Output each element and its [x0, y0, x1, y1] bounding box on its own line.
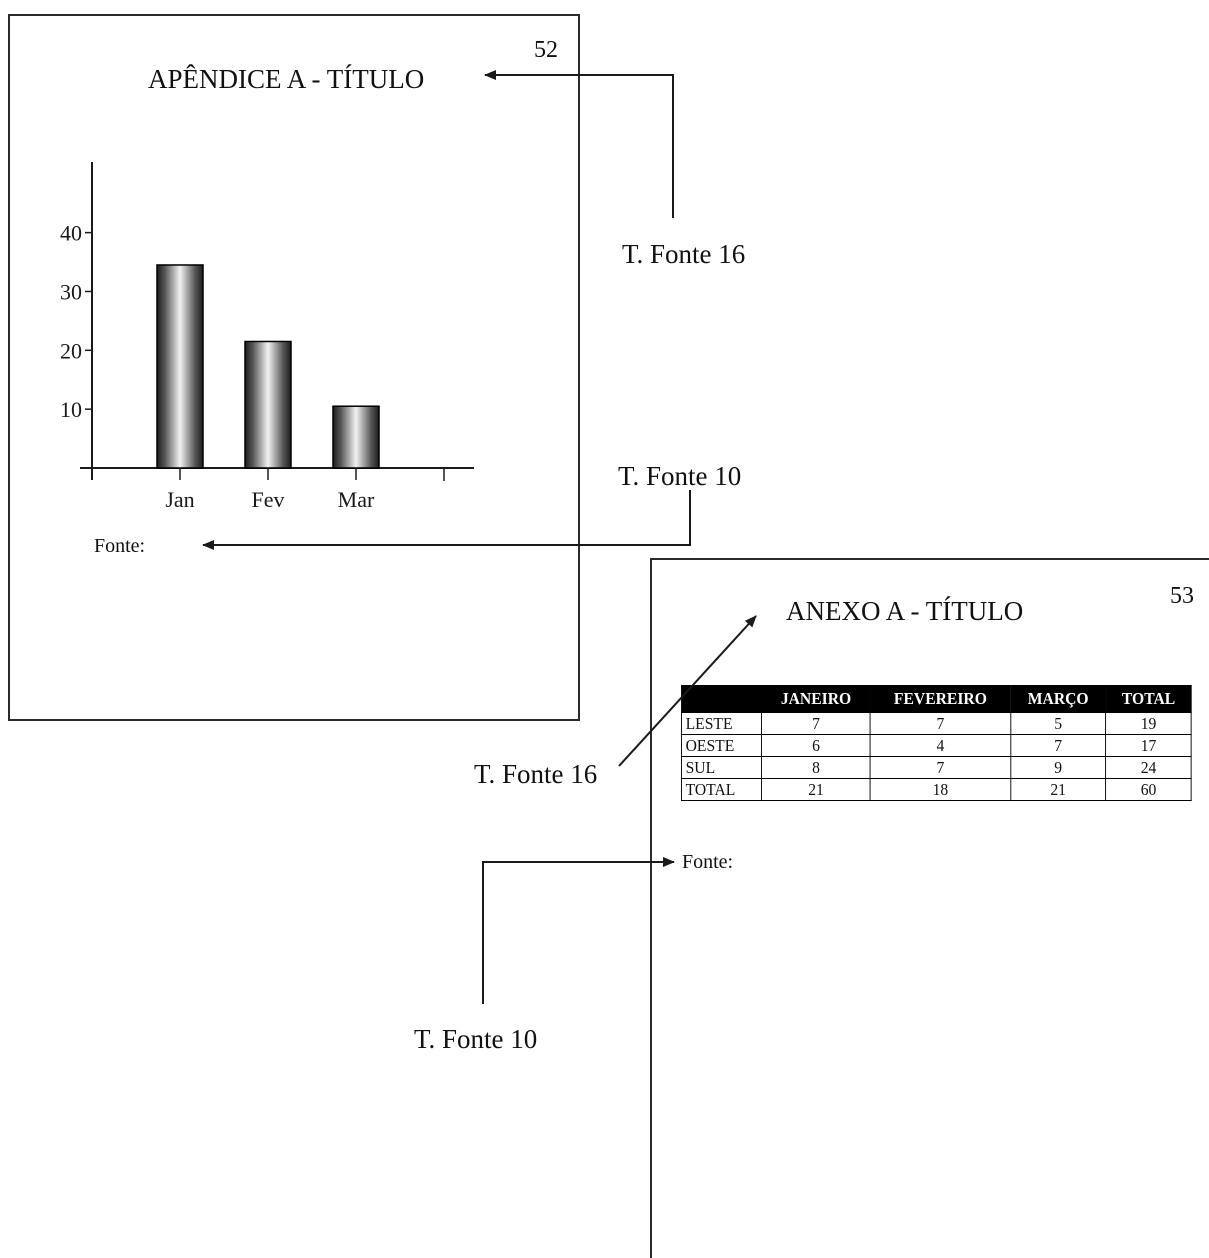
annotation-title-font-bottom: T. Fonte 16: [474, 759, 598, 789]
table-cell: 7: [869, 712, 1011, 735]
appendix-page: [8, 14, 580, 721]
page-number-53: 53: [1170, 583, 1194, 609]
table-header-cell: TOTAL: [1105, 685, 1192, 713]
table-header-cell: MARÇO: [1009, 685, 1107, 713]
table-cell: 5: [1009, 712, 1107, 735]
annex-title: ANEXO A - TÍTULO: [786, 596, 1024, 626]
table-row: TOTAL 21 18 21 60: [680, 778, 1192, 801]
table-row-label: SUL: [680, 756, 763, 779]
table-header-row: JANEIRO FEVEREIRO MARÇO TOTAL: [680, 685, 1192, 713]
annotation-source-font-top: T. Fonte 10: [618, 461, 742, 491]
table-row-label: LESTE: [680, 712, 763, 735]
table-row-label: TOTAL: [680, 778, 763, 801]
appendix-source-label: Fonte:: [94, 535, 146, 557]
annex-page: [650, 558, 1209, 1258]
table-row: SUL 8 7 9 24: [680, 756, 1192, 779]
table-cell: 7: [1009, 734, 1107, 757]
table-row: LESTE 7 7 5 19: [680, 712, 1192, 735]
table-row: OESTE 6 4 7 17: [680, 734, 1192, 757]
table-cell: 21: [761, 778, 871, 801]
appendix-title: APÊNDICE A - TÍTULO: [148, 64, 425, 94]
table-cell: 18: [869, 778, 1011, 801]
arrow-source-font-bottom: [482, 857, 675, 1004]
table-cell: 17: [1105, 734, 1192, 757]
page-number-52: 52: [534, 37, 558, 63]
table-cell: 7: [869, 756, 1011, 779]
table-header-cell: [680, 685, 763, 713]
table-cell: 60: [1105, 778, 1192, 801]
table-cell: 21: [1009, 778, 1107, 801]
table-cell: 9: [1009, 756, 1107, 779]
annex-data-table: JANEIRO FEVEREIRO MARÇO TOTAL LESTE 7 7 …: [680, 685, 1192, 801]
table-cell: 4: [869, 734, 1011, 757]
table-cell: 24: [1105, 756, 1192, 779]
annex-source-label: Fonte:: [682, 851, 734, 873]
annotation-title-font-top: T. Fonte 16: [622, 239, 746, 269]
table-row-label: OESTE: [680, 734, 763, 757]
table-cell: 6: [761, 734, 871, 757]
table-header-cell: JANEIRO: [761, 685, 871, 713]
table-cell: 8: [761, 756, 871, 779]
table-header-cell: FEVEREIRO: [869, 685, 1011, 713]
table-cell: 7: [761, 712, 871, 735]
table-cell: 19: [1105, 712, 1192, 735]
annotation-source-font-bottom: T. Fonte 10: [414, 1024, 538, 1054]
